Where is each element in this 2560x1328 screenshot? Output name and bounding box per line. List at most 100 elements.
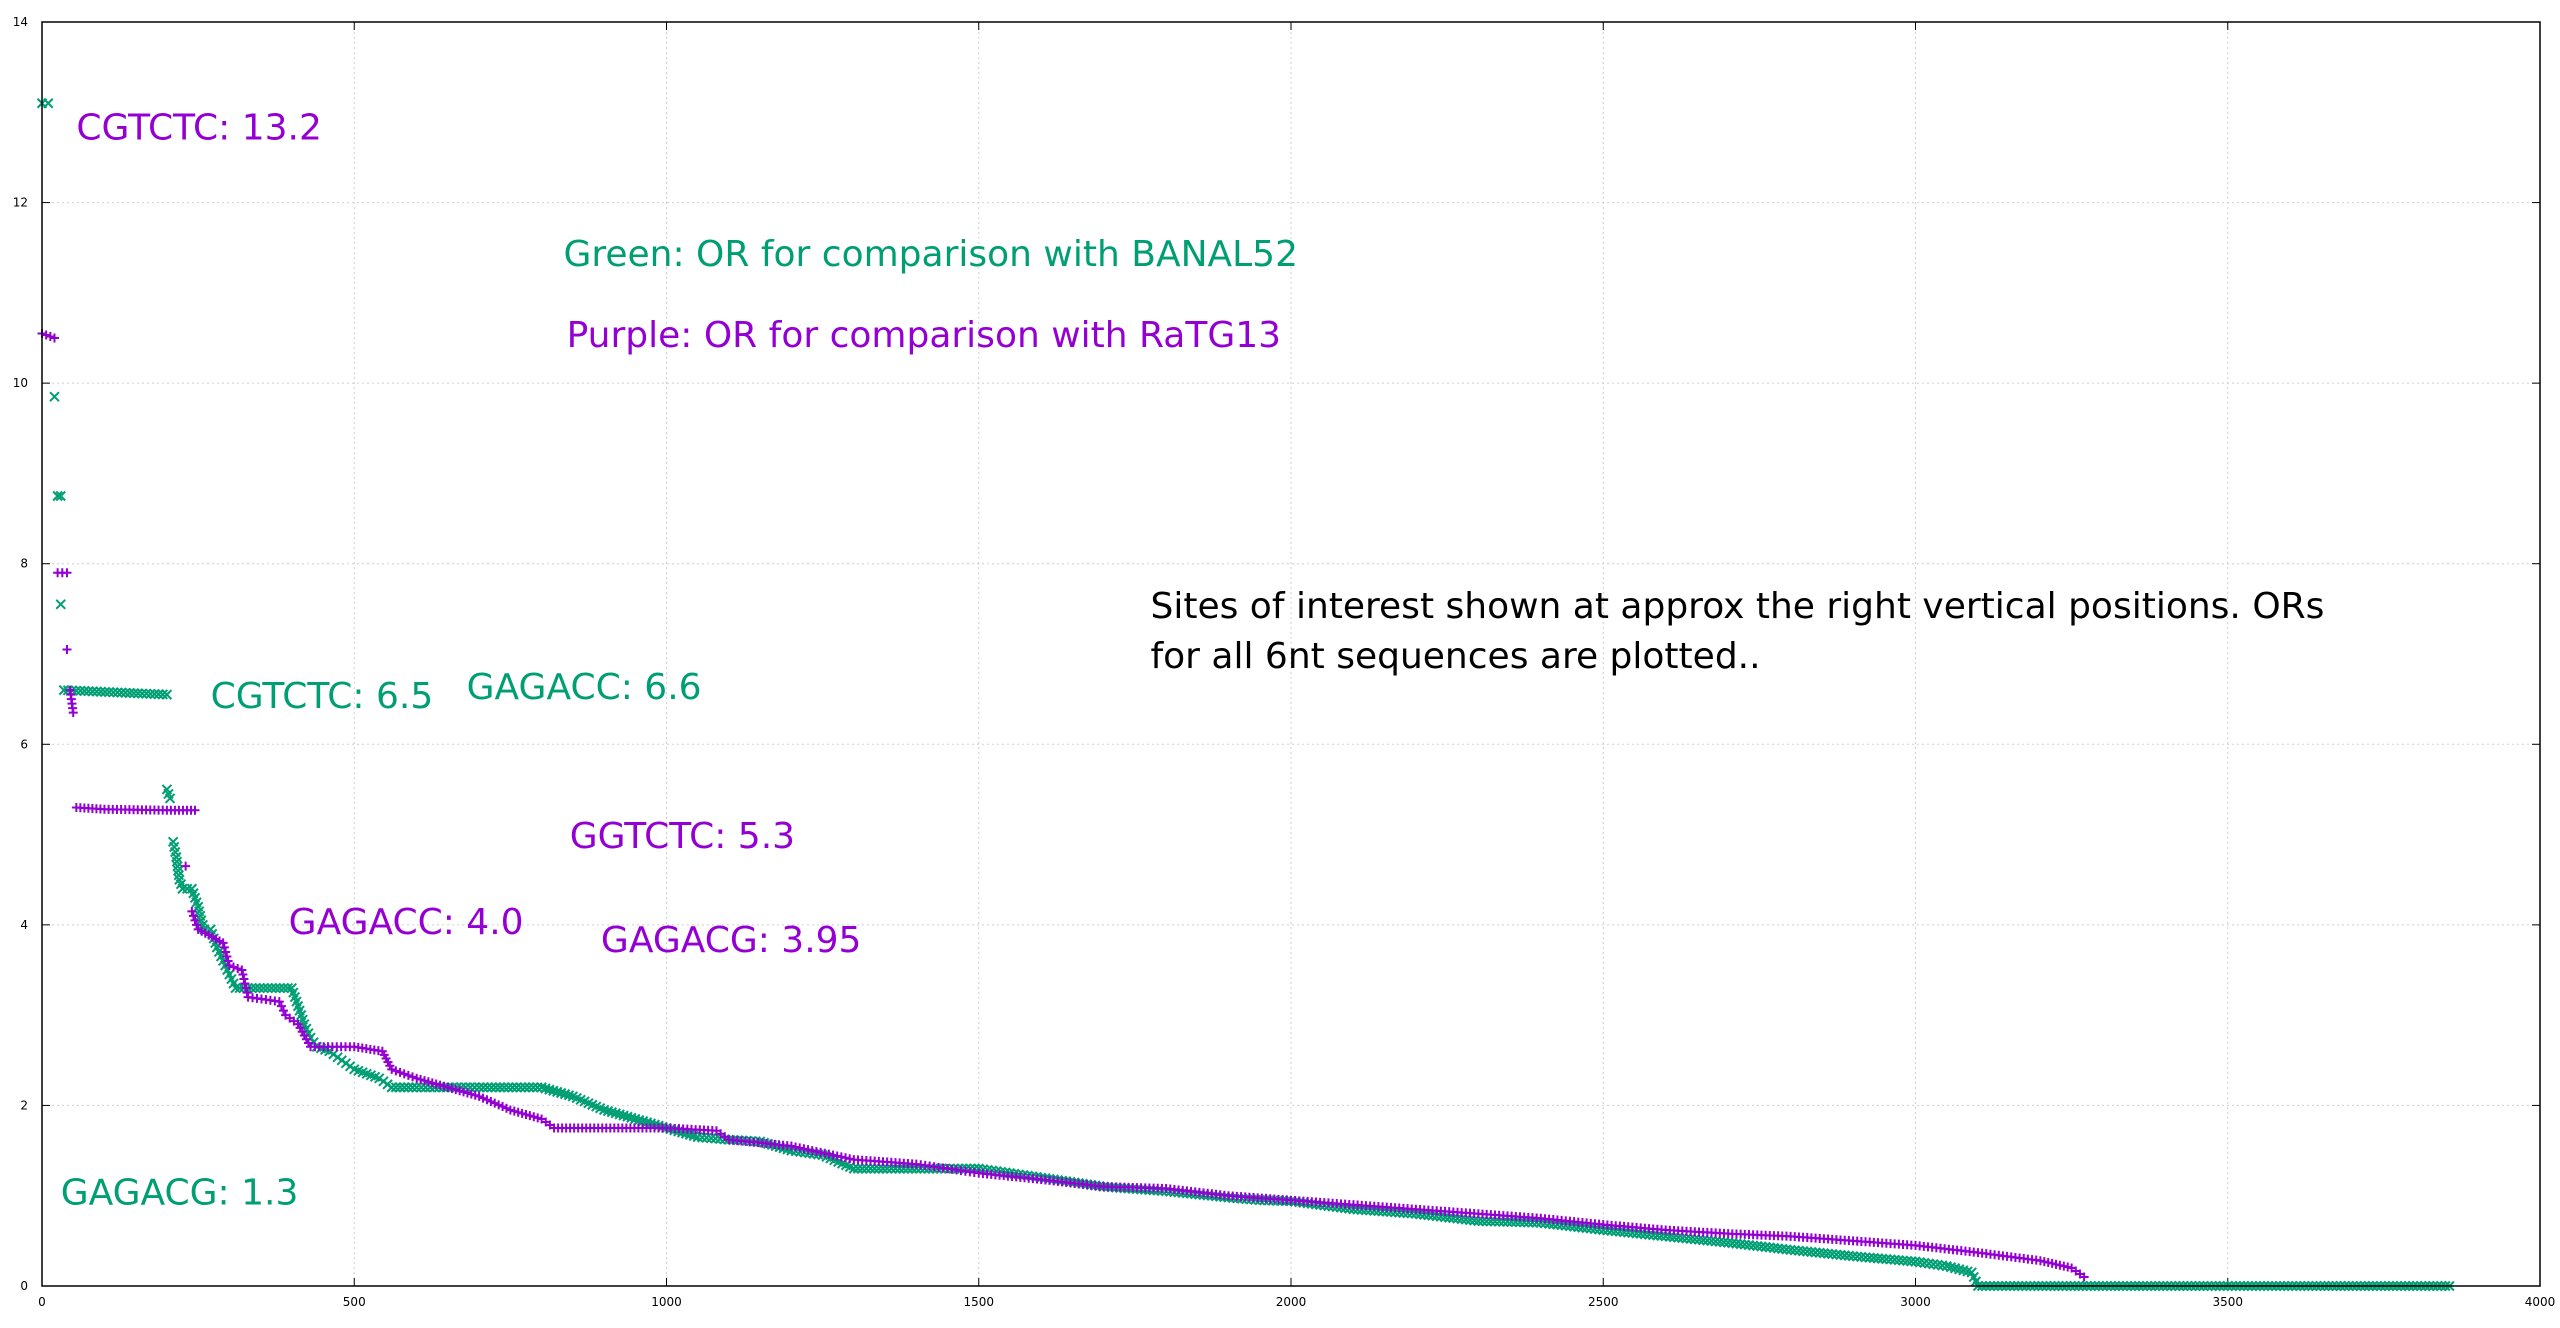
series-layer [36,98,2455,1292]
data-point [528,1082,539,1093]
y-tick-label: 8 [20,557,28,571]
data-point [164,793,176,804]
data-point [1473,1215,1484,1227]
data-point [1872,1253,1884,1264]
data-point [1806,1246,1817,1258]
x-tick-label: 4000 [2525,1295,2556,1309]
data-point [1606,1225,1617,1237]
data-point [1398,1207,1409,1219]
data-point [1889,1254,1900,1266]
annotation-label: CGTCTC: 13.2 [76,107,322,148]
data-point [141,688,152,699]
data-point [1906,1256,1917,1267]
data-point [188,911,198,921]
note-line: for all 6nt sequences are plotted.. [1150,636,1760,677]
data-point [1693,1234,1705,1245]
data-point [181,861,191,871]
data-point [1523,1217,1534,1228]
data-point [1527,1217,1538,1228]
data-point [187,906,197,916]
data-point [394,1082,406,1093]
x-tick-label: 3500 [2212,1295,2243,1309]
data-point [1864,1252,1875,1263]
data-point [1477,1215,1488,1227]
data-point [1356,1204,1367,1216]
data-point [124,687,136,699]
data-point [240,979,250,989]
data-point [68,708,78,718]
data-point [49,391,60,402]
data-point [399,1069,409,1079]
data-point [1381,1206,1392,1217]
data-point [387,1064,397,1074]
annotation-label: GAGACG: 3.95 [601,920,862,961]
data-point [99,686,111,698]
data-point [274,982,285,994]
data-point [856,1163,868,1174]
data-point [1672,1232,1684,1243]
data-point [1506,1216,1517,1228]
data-point [391,1066,401,1076]
data-point [229,962,239,972]
data-point [1885,1254,1896,1265]
data-point [1847,1251,1859,1262]
data-point [49,333,59,343]
data-point [1514,1216,1526,1228]
data-point [1706,1235,1717,1247]
data-point [222,951,232,961]
data-point [91,686,103,697]
data-point [262,982,273,994]
data-point [494,1082,506,1093]
data-point [873,1163,885,1174]
y-tick-label: 2 [20,1098,28,1112]
data-point [1352,1204,1363,1215]
data-point [254,982,265,994]
data-point [79,685,90,697]
data-point [1631,1228,1642,1239]
data-point [1881,1253,1892,1265]
data-point [41,330,51,340]
data-point [238,970,248,980]
x-tick-label: 1500 [963,1295,994,1309]
data-point [190,915,200,925]
data-point [1377,1206,1388,1217]
annotation-label: GAGACC: 4.0 [289,902,524,943]
data-point [894,1163,905,1174]
data-point [1822,1248,1834,1259]
data-point [223,956,233,966]
data-point [1818,1248,1830,1259]
data-point [219,942,229,952]
data-point [230,982,241,994]
data-point [132,688,144,699]
data-point [1681,1233,1692,1244]
data-point [1876,1253,1888,1264]
x-tick-label: 500 [343,1295,366,1309]
data-point [877,1163,889,1174]
data-point [390,1082,402,1093]
data-point [486,1082,497,1093]
data-point [1852,1251,1863,1262]
data-point [1360,1204,1372,1216]
data-point [395,1067,405,1077]
data-point [1831,1249,1842,1260]
data-point [58,684,70,696]
data-point [408,1072,418,1082]
data-point [218,938,228,948]
data-point [886,1163,897,1174]
data-point [190,805,200,815]
data-point [1498,1216,1509,1227]
data-point [116,687,127,698]
data-point [120,687,131,699]
data-point [274,997,284,1007]
data-point [1797,1245,1809,1257]
data-point [519,1082,531,1093]
data-point [75,685,86,697]
data-point [45,331,55,341]
data-point [515,1082,526,1093]
data-point [1789,1245,1800,1256]
data-point [153,689,164,700]
y-tick-label: 10 [13,376,28,390]
data-point [233,963,243,973]
data-point [1718,1237,1730,1248]
